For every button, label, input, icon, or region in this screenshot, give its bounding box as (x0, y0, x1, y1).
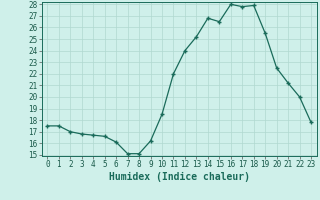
X-axis label: Humidex (Indice chaleur): Humidex (Indice chaleur) (109, 172, 250, 182)
